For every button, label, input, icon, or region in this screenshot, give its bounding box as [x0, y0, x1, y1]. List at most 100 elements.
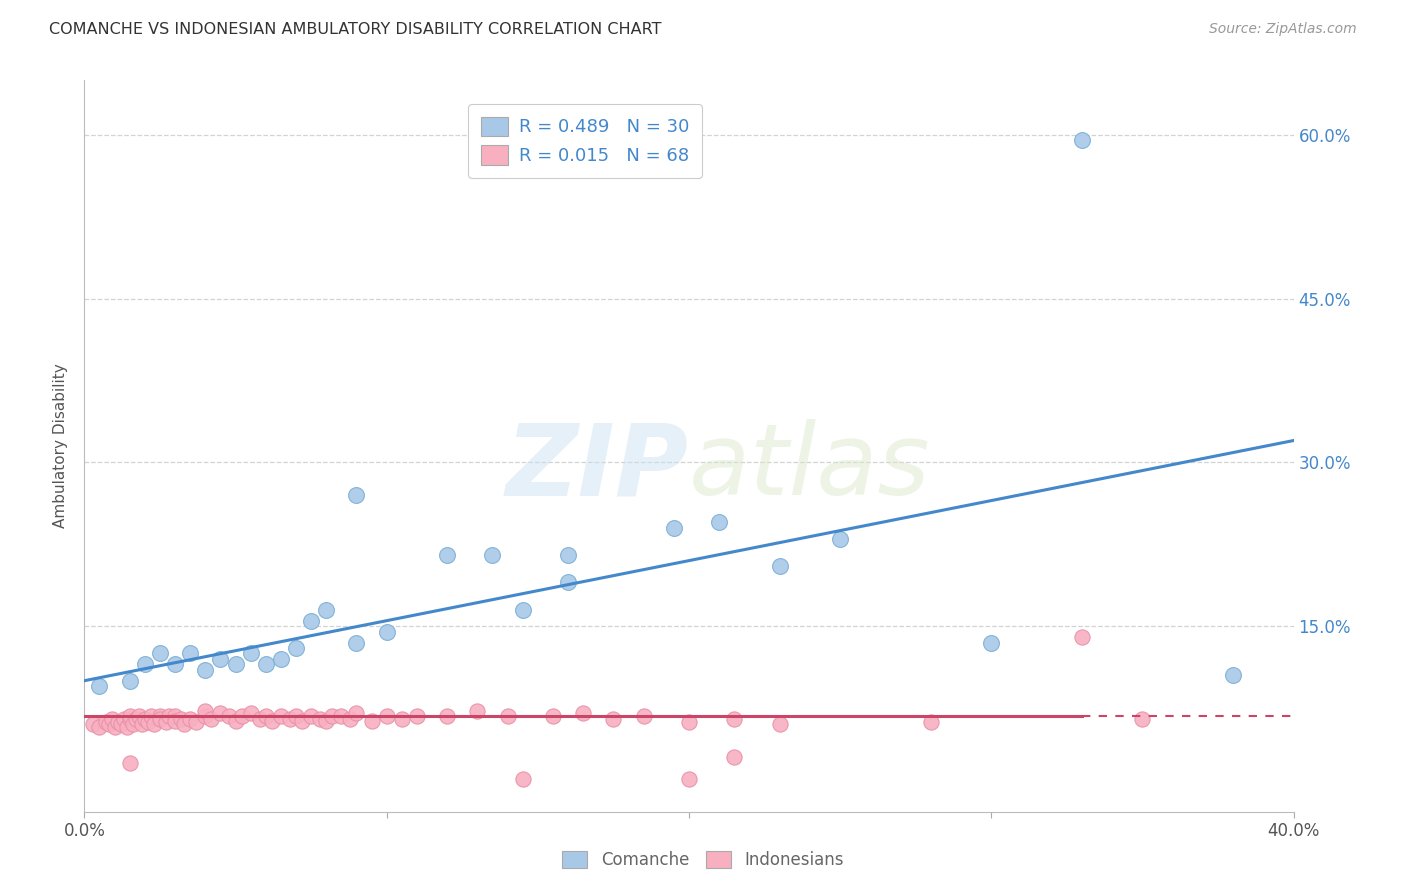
Point [1071, 630, 1094, 644]
Point [270, 708, 292, 723]
Point [678, 772, 700, 786]
Point [309, 712, 332, 726]
Point [157, 708, 180, 723]
Point [173, 717, 195, 731]
Point [82, 717, 104, 731]
Point [104, 720, 127, 734]
Point [299, 614, 322, 628]
Point [512, 772, 534, 786]
Point [125, 712, 148, 726]
Point [254, 708, 277, 723]
Point [723, 750, 745, 764]
Point [239, 647, 262, 661]
Point [194, 708, 217, 723]
Point [209, 706, 232, 721]
Point [980, 635, 1002, 649]
Point [496, 708, 519, 723]
Point [142, 717, 165, 731]
Point [557, 548, 579, 562]
Point [209, 652, 232, 666]
Point [315, 714, 337, 728]
Point [139, 708, 162, 723]
Point [100, 712, 122, 726]
Point [375, 624, 398, 639]
Point [406, 708, 429, 723]
Point [200, 712, 222, 726]
Point [136, 715, 159, 730]
Point [97, 717, 120, 731]
Point [134, 712, 156, 726]
Point [118, 712, 141, 726]
Point [1130, 712, 1153, 726]
Point [94, 715, 117, 730]
Point [260, 714, 283, 728]
Point [391, 712, 413, 726]
Point [278, 712, 301, 726]
Point [115, 720, 138, 734]
Point [186, 715, 208, 730]
Point [633, 708, 655, 723]
Point [360, 714, 382, 728]
Point [602, 712, 624, 726]
Point [218, 708, 240, 723]
Point [134, 657, 156, 672]
Point [346, 635, 368, 649]
Text: ZIP: ZIP [506, 419, 689, 516]
Point [121, 717, 143, 731]
Text: atlas: atlas [689, 419, 931, 516]
Legend: R = 0.489   N = 30, R = 0.015   N = 68: R = 0.489 N = 30, R = 0.015 N = 68 [468, 104, 702, 178]
Point [678, 715, 700, 730]
Point [170, 712, 193, 726]
Point [339, 712, 361, 726]
Point [346, 488, 368, 502]
Point [155, 715, 177, 730]
Point [89, 720, 111, 734]
Point [285, 640, 308, 655]
Point [249, 712, 271, 726]
Point [920, 715, 942, 730]
Point [557, 575, 579, 590]
Point [107, 715, 129, 730]
Point [225, 714, 247, 728]
Point [179, 647, 201, 661]
Text: Source: ZipAtlas.com: Source: ZipAtlas.com [1209, 22, 1357, 37]
Point [165, 708, 187, 723]
Point [285, 708, 308, 723]
Point [231, 708, 253, 723]
Point [270, 652, 292, 666]
Point [239, 706, 262, 721]
Point [375, 708, 398, 723]
Point [179, 712, 201, 726]
Point [112, 712, 135, 726]
Point [572, 706, 595, 721]
Point [769, 717, 792, 731]
Point [830, 532, 852, 546]
Point [165, 657, 187, 672]
Point [321, 708, 343, 723]
Point [436, 548, 458, 562]
Point [541, 708, 564, 723]
Point [315, 603, 337, 617]
Point [149, 647, 172, 661]
Point [709, 516, 731, 530]
Point [89, 679, 111, 693]
Point [149, 708, 172, 723]
Point [291, 714, 314, 728]
Point [769, 559, 792, 574]
Point [330, 708, 353, 723]
Y-axis label: Ambulatory Disability: Ambulatory Disability [53, 364, 69, 528]
Point [481, 548, 503, 562]
Point [131, 717, 153, 731]
Point [118, 673, 141, 688]
Legend: Comanche, Indonesians: Comanche, Indonesians [553, 841, 853, 880]
Point [165, 714, 187, 728]
Point [436, 708, 458, 723]
Point [346, 706, 368, 721]
Point [194, 704, 217, 718]
Point [662, 521, 685, 535]
Point [1071, 133, 1094, 147]
Point [1222, 668, 1244, 682]
Point [467, 704, 489, 718]
Point [723, 712, 745, 726]
Point [225, 657, 247, 672]
